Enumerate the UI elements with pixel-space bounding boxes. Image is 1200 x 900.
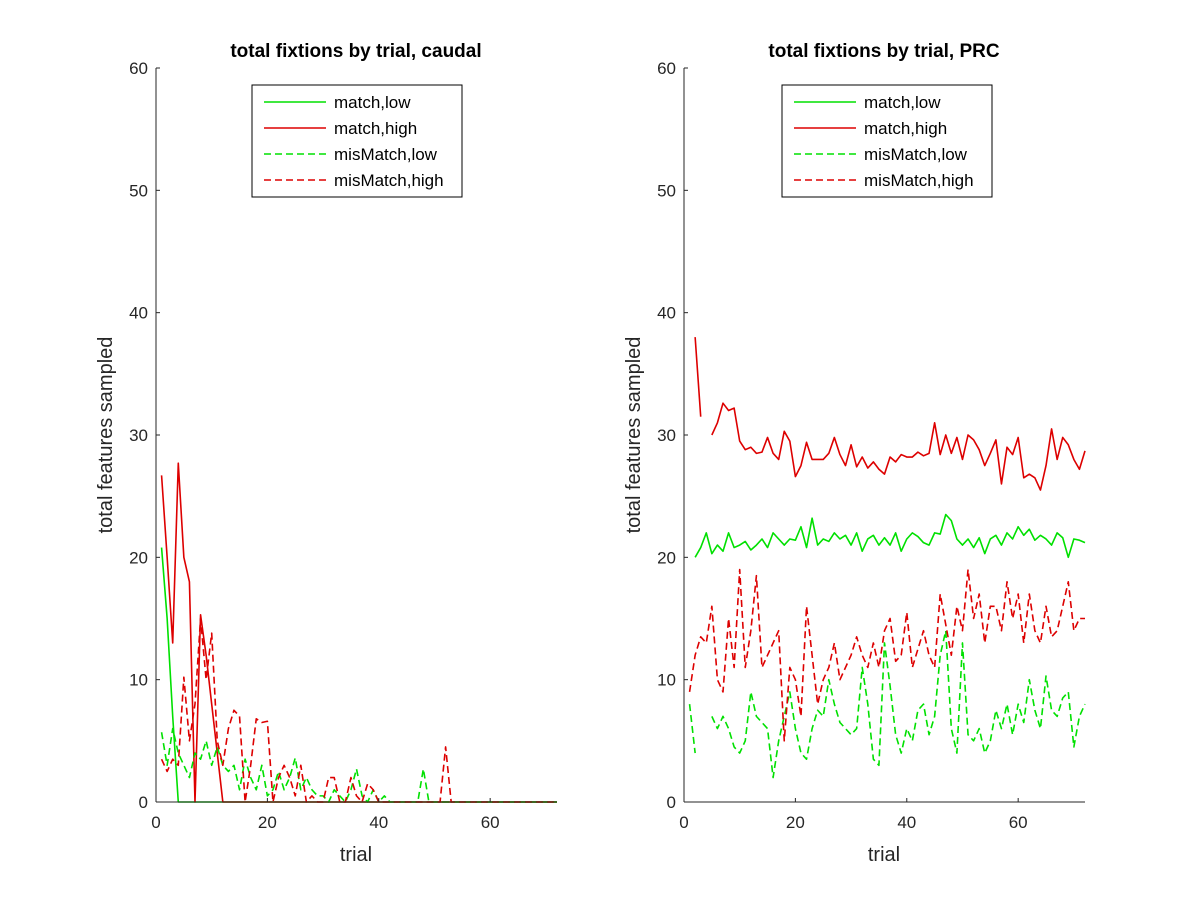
series-line-match-high	[694, 337, 1086, 491]
legend-label: match,low	[334, 93, 411, 112]
x-tick-label: 60	[481, 813, 500, 832]
y-axis-title: total features sampled	[623, 337, 645, 534]
series-line-mismatch-high	[160, 617, 557, 803]
series-line-mismatch-low	[688, 629, 1086, 779]
y-axis-title: total features sampled	[95, 337, 117, 534]
y-tick-label: 60	[657, 59, 676, 78]
y-tick-label: 60	[129, 59, 148, 78]
y-tick-label: 10	[657, 671, 676, 690]
chart-title: total fixtions by trial, PRC	[768, 41, 999, 62]
plot-area: 0 20 40 60 0 10 20 30 40 50 60	[129, 59, 557, 832]
legend-box	[251, 84, 463, 198]
series-line-match-low	[694, 513, 1086, 559]
y-tick-label: 10	[129, 671, 148, 690]
y-tick-label: 20	[657, 548, 676, 567]
y-ticks: 0 10 20 30 40 50 60	[657, 59, 688, 812]
y-tick-label: 0	[139, 793, 148, 812]
chart-title: total fixtions by trial, caudal	[230, 41, 481, 62]
chart-caudal: total fixtions by trial, caudal 0 20 40 60 …	[95, 41, 557, 866]
x-tick-label: 20	[258, 813, 277, 832]
x-tick-label: 0	[151, 813, 160, 832]
legend-label: misMatch,low	[334, 145, 438, 164]
x-tick-label: 20	[786, 813, 805, 832]
x-tick-label: 40	[897, 813, 916, 832]
y-tick-label: 30	[129, 426, 148, 445]
y-tick-label: 0	[667, 793, 676, 812]
y-tick-label: 30	[657, 426, 676, 445]
x-axis-title: trial	[340, 844, 372, 866]
plot-area: 0 20 40 60 0 10 20 30 40 50 60	[657, 59, 1086, 832]
legend-box	[781, 84, 993, 198]
y-ticks: 0 10 20 30 40 50 60	[129, 59, 160, 812]
y-tick-label: 20	[129, 548, 148, 567]
legend-label: misMatch,low	[864, 145, 968, 164]
legend: match,low match,high misMatch,low misMatch,…	[781, 84, 993, 198]
x-axis-title: trial	[868, 844, 900, 866]
x-tick-label: 0	[679, 813, 688, 832]
legend-label: match,low	[864, 93, 941, 112]
legend-label: match,high	[864, 119, 947, 138]
y-tick-label: 50	[129, 181, 148, 200]
chart-prc: total fixtions by trial, PRC 0 20 40 60 0 10…	[623, 41, 1086, 866]
x-ticks: 0 20 40 60	[679, 798, 1028, 832]
y-tick-label: 40	[657, 304, 676, 323]
y-tick-label: 40	[129, 304, 148, 323]
legend-label: misMatch,high	[334, 171, 444, 190]
x-tick-label: 60	[1009, 813, 1028, 832]
x-ticks: 0 20 40 60	[151, 798, 500, 832]
legend-label: match,high	[334, 119, 417, 138]
legend-label: misMatch,high	[864, 171, 974, 190]
y-tick-label: 50	[657, 181, 676, 200]
x-tick-label: 40	[369, 813, 388, 832]
legend: match,low match,high misMatch,low misMatch,…	[251, 84, 463, 198]
